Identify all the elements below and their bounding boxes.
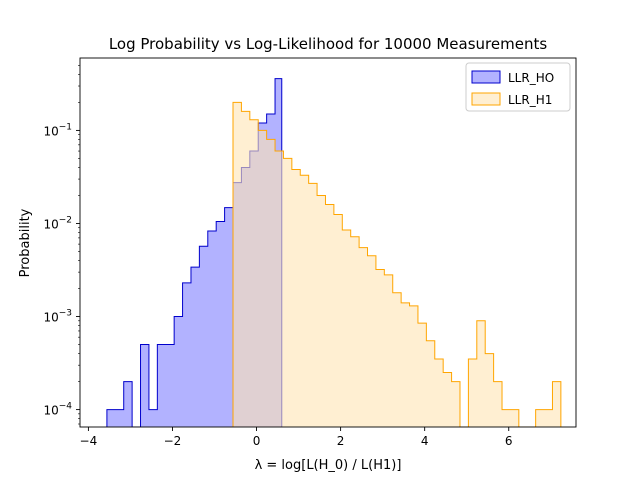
histogram-bin [384, 275, 392, 427]
histogram-bin [292, 170, 300, 427]
histogram-bin [544, 410, 552, 427]
histogram-bin [393, 293, 401, 427]
histogram-bin [410, 306, 418, 427]
series-llr-h1 [232, 101, 562, 427]
legend-swatch [471, 70, 501, 84]
legend-swatch [471, 92, 501, 106]
y-tick-label: 10−4 [43, 402, 72, 418]
x-tick-label: 4 [421, 434, 429, 448]
histogram-bin [183, 283, 191, 427]
legend-label: LLR_HO [508, 71, 554, 85]
x-tick-label: 2 [337, 434, 345, 448]
histogram-bin [418, 323, 426, 427]
histogram-bin [250, 120, 258, 427]
histogram-bin [334, 214, 342, 427]
histogram-bin [107, 410, 115, 427]
histogram-bin [317, 195, 325, 427]
histogram-bin [208, 231, 216, 427]
plot-area [106, 78, 562, 427]
histogram-bin [283, 158, 291, 427]
histogram-bin [368, 256, 376, 427]
histogram-bin [267, 139, 275, 427]
histogram-bin [552, 382, 560, 427]
histogram-bin [241, 111, 249, 427]
histogram-bin [401, 303, 409, 427]
y-axis-label: Probability [18, 208, 33, 277]
histogram-bin [510, 410, 518, 427]
x-tick-label: 6 [505, 434, 513, 448]
histogram-bin [124, 382, 132, 427]
histogram-bin [325, 204, 333, 427]
histogram-bin [502, 410, 510, 427]
x-tick-label: −2 [164, 434, 182, 448]
histogram-bin [376, 270, 384, 427]
histogram-bin [149, 410, 157, 427]
histogram-bin [191, 267, 199, 427]
histogram-bin [359, 248, 367, 427]
histogram-bin [443, 373, 451, 427]
histogram-bin [342, 230, 350, 427]
histogram-bin [351, 237, 359, 427]
y-tick-label: 10−2 [43, 215, 72, 231]
chart-title: Log Probability vs Log-Likelihood for 10… [109, 35, 548, 53]
histogram-bin [300, 175, 308, 427]
histogram-bin [536, 410, 544, 427]
histogram-bin [494, 382, 502, 427]
histogram-bin [233, 102, 241, 427]
x-axis-label: λ = log[L(H_0) / L(H1)] [255, 458, 402, 473]
histogram-outline [232, 101, 562, 427]
histogram-bin [452, 382, 460, 427]
histogram-bin [435, 359, 443, 427]
y-tick-label: 10−3 [43, 309, 72, 325]
histogram-bin [426, 341, 434, 427]
y-tick-label: 10−1 [43, 122, 72, 138]
legend-label: LLR_H1 [508, 93, 552, 107]
histogram-bin [275, 151, 283, 427]
histogram-bin [225, 208, 233, 427]
histogram-bin [468, 359, 476, 427]
legend: LLR_HO LLR_H1 [465, 62, 571, 112]
histogram-bin [258, 130, 266, 427]
x-tick-label: 0 [253, 434, 261, 448]
histogram-bin [199, 246, 207, 427]
axes: −4 −2 0 2 4 6 10−4 10−3 10−2 10−1 [43, 57, 577, 448]
histogram-bin [485, 354, 493, 427]
histogram-bin [174, 317, 182, 427]
axes-frame [79, 57, 577, 428]
histogram-bin [141, 345, 149, 427]
histogram-bin [115, 410, 123, 427]
histogram-bin [157, 345, 165, 427]
histogram-bin [166, 345, 174, 427]
x-tick-label: −4 [80, 434, 98, 448]
histogram-bin [309, 183, 317, 427]
series-group [106, 78, 562, 427]
histogram-bin [477, 321, 485, 427]
histogram-bin [216, 222, 224, 427]
